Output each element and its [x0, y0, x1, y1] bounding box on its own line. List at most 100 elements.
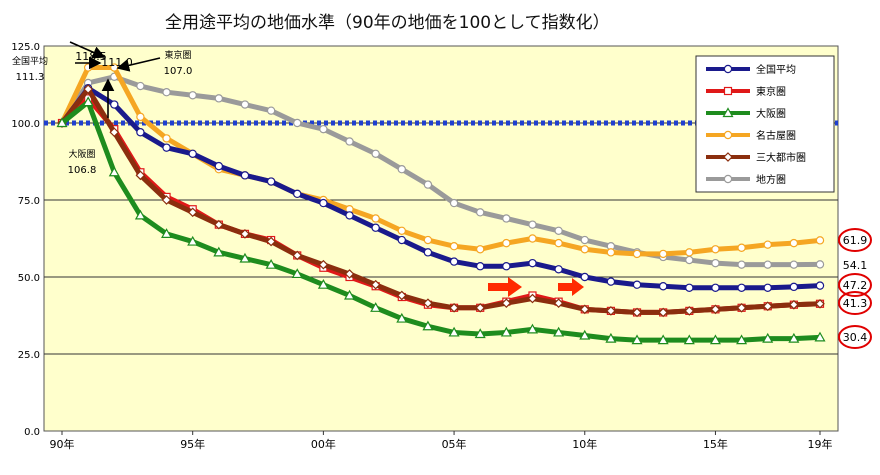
point [162, 134, 171, 143]
annotation-arrows [69, 41, 584, 297]
point [709, 334, 721, 345]
point [293, 189, 302, 199]
point [711, 245, 720, 254]
point [658, 307, 669, 318]
point [723, 174, 733, 184]
point [345, 137, 354, 146]
point [685, 255, 694, 265]
point [370, 279, 381, 290]
point [83, 63, 93, 72]
x-tick-label: 90年 [50, 437, 75, 451]
point [685, 248, 694, 257]
point [723, 152, 733, 162]
point [580, 235, 589, 245]
annotation-label: 111.0 [101, 56, 133, 69]
point [293, 118, 302, 128]
end-label: 47.2 [843, 279, 868, 292]
point [762, 301, 773, 312]
point [737, 243, 746, 252]
legend-label: 東京圏 [756, 85, 786, 98]
point [710, 304, 721, 315]
point [136, 128, 145, 137]
point [371, 214, 380, 223]
annotation-label: 東京圏 [164, 49, 191, 61]
point [788, 332, 800, 343]
point [723, 130, 733, 140]
point [763, 260, 772, 269]
point [475, 302, 486, 313]
end-label: 30.4 [843, 331, 868, 344]
point [397, 235, 406, 245]
point [397, 164, 406, 174]
point [134, 209, 146, 220]
point [711, 258, 720, 268]
red-arrow [488, 277, 522, 297]
point [422, 320, 434, 331]
point [239, 252, 251, 263]
point [815, 281, 825, 290]
point [318, 259, 329, 270]
x-tick-label: 00年 [311, 437, 336, 451]
point [579, 304, 590, 315]
point [397, 226, 406, 235]
point [449, 198, 459, 208]
y-tick-label: 0.0 [24, 427, 40, 438]
point [56, 117, 68, 128]
point [396, 290, 407, 301]
point [711, 283, 720, 292]
point [343, 289, 356, 300]
point [632, 280, 642, 289]
y-tick-label: 75.0 [18, 196, 40, 207]
point [370, 302, 382, 312]
series-line [59, 74, 821, 268]
point [685, 283, 694, 292]
point [606, 277, 616, 286]
point [737, 260, 746, 269]
point [501, 298, 512, 309]
arrow [69, 41, 106, 59]
point [423, 298, 433, 309]
series-lines [56, 63, 826, 345]
point [502, 262, 511, 271]
point [553, 326, 565, 337]
end-label-circle [838, 325, 872, 349]
point [789, 238, 799, 248]
point [528, 234, 537, 243]
annotation-label: 全国平均 [12, 55, 48, 67]
point [737, 283, 746, 292]
point [240, 171, 250, 180]
point [214, 94, 224, 103]
point [291, 268, 303, 279]
point [580, 245, 589, 254]
end-label-circle [838, 291, 872, 315]
point [188, 149, 197, 158]
y-tick-label: 125.0 [11, 42, 40, 53]
point [657, 334, 669, 345]
x-tick-label: 05年 [442, 437, 467, 451]
point [136, 112, 145, 122]
point [449, 241, 459, 251]
point [82, 96, 94, 107]
point [502, 214, 511, 223]
point [319, 124, 328, 134]
point [763, 240, 772, 249]
point [502, 238, 511, 248]
point [187, 207, 198, 218]
annotation-value: 107.0 [164, 66, 193, 77]
end-label: 61.9 [843, 234, 868, 247]
y-tick-label: 50.0 [18, 273, 40, 284]
point [292, 250, 303, 261]
point [789, 260, 799, 269]
y-axis-ticks: 0.0 25.0 50.0 75.0 100.0 125.0 [11, 42, 40, 438]
point [449, 302, 459, 313]
point [658, 282, 668, 291]
y-tick-label: 25.0 [18, 350, 40, 361]
point [580, 272, 589, 282]
point [736, 334, 748, 345]
point [319, 198, 328, 208]
legend-label: 地方圏 [756, 173, 786, 186]
point [108, 166, 120, 177]
x-tick-label: 15年 [703, 437, 728, 451]
